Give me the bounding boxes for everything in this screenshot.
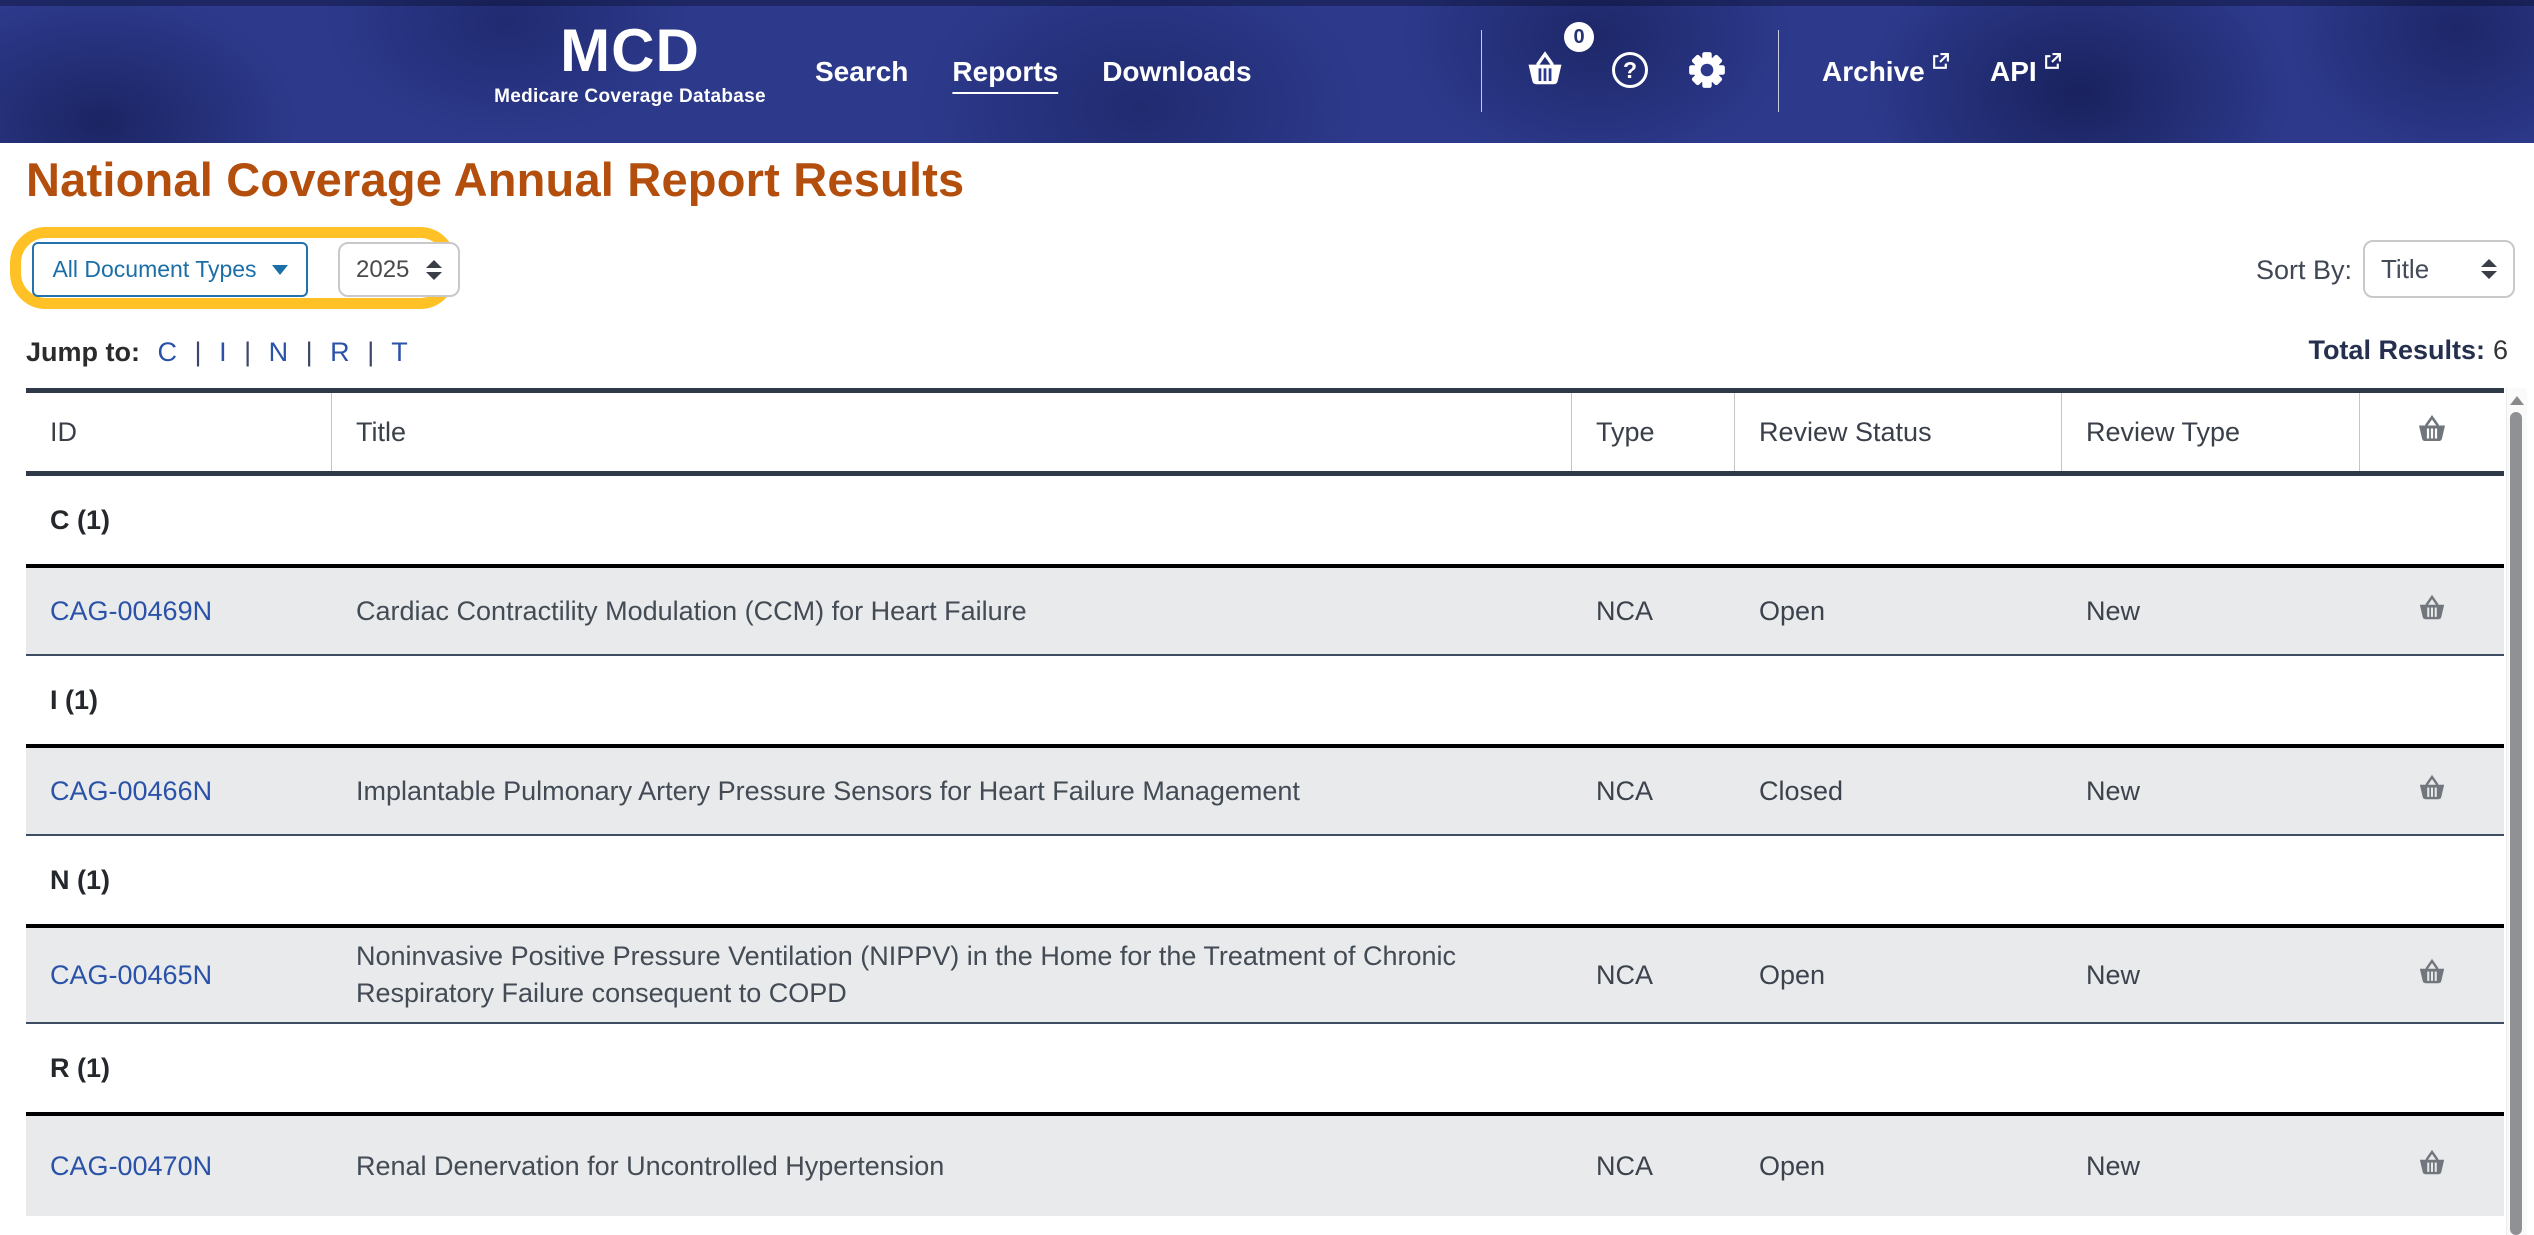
chevron-down-icon <box>271 264 288 275</box>
table-header-row: ID Title Type Review Status Review Type <box>26 388 2504 476</box>
total-results-value: 6 <box>2492 335 2508 365</box>
jump-to-letter-t[interactable]: T <box>391 337 408 367</box>
document-id-link[interactable]: CAG-00465N <box>50 959 213 990</box>
basket-icon[interactable] <box>2416 414 2448 451</box>
document-type-value: All Document Types <box>52 256 257 282</box>
column-header-id[interactable]: ID <box>26 393 332 471</box>
sort-by-value: Title <box>2381 253 2430 284</box>
table-row: CAG-00469N Cardiac Contractility Modulat… <box>26 568 2504 656</box>
add-to-basket-icon[interactable] <box>2417 774 2447 809</box>
group-header-i: I (1) <box>26 656 2504 748</box>
nav-divider <box>1778 30 1779 112</box>
api-link[interactable]: API <box>1990 53 2062 88</box>
nav-divider <box>1481 30 1482 112</box>
table-row: CAG-00466N Implantable Pulmonary Artery … <box>26 748 2504 836</box>
jump-to-label: Jump to: <box>26 337 140 367</box>
nav-link-search[interactable]: Search <box>815 55 909 87</box>
jump-separator: | <box>305 337 313 367</box>
table-row: CAG-00465N Noninvasive Positive Pressure… <box>26 928 2504 1024</box>
add-to-basket-icon[interactable] <box>2417 958 2447 993</box>
group-header-c: C (1) <box>26 476 2504 568</box>
total-results-label: Total Results: <box>2308 335 2485 365</box>
add-to-basket-icon[interactable] <box>2417 1149 2447 1184</box>
table-row: CAG-00470N Renal Denervation for Uncontr… <box>26 1116 2504 1216</box>
year-value: 2025 <box>356 255 410 283</box>
help-glyph: ? <box>1622 56 1638 83</box>
column-header-title[interactable]: Title <box>332 393 1572 471</box>
archive-link[interactable]: Archive <box>1822 53 1950 88</box>
jump-to-letter-i[interactable]: I <box>219 337 227 367</box>
jump-to-letter-r[interactable]: R <box>330 337 350 367</box>
document-type: NCA <box>1596 959 1654 990</box>
column-header-basket <box>2360 393 2504 471</box>
add-to-basket-icon[interactable] <box>2417 594 2447 629</box>
nav-link-downloads[interactable]: Downloads <box>1102 55 1252 87</box>
external-link-icon <box>1931 52 1950 76</box>
scrollbar-up-arrow[interactable] <box>2510 396 2524 405</box>
archive-label: Archive <box>1822 56 1925 87</box>
review-type: New <box>2086 595 2141 626</box>
logo-title: MCD <box>560 17 700 84</box>
up-down-arrows-icon <box>426 259 442 280</box>
jump-to-row: Jump to: C | I | N | R | T <box>26 337 408 368</box>
api-label: API <box>1990 56 2037 87</box>
group-header-n: N (1) <box>26 836 2504 928</box>
sort-by-label: Sort By: <box>2256 255 2353 285</box>
results-table: ID Title Type Review Status Review Type … <box>26 388 2504 1216</box>
document-title: Cardiac Contractility Modulation (CCM) f… <box>356 595 1027 626</box>
review-status: Open <box>1759 595 1826 626</box>
review-type: New <box>2086 959 2141 990</box>
mcd-logo[interactable]: MCD Medicare Coverage Database <box>470 20 790 108</box>
external-link-icon <box>2043 52 2062 76</box>
document-id-link[interactable]: CAG-00469N <box>50 595 213 626</box>
total-results: Total Results: 6 <box>2308 335 2508 366</box>
logo-subtitle: Medicare Coverage Database <box>494 86 766 107</box>
document-type: NCA <box>1596 595 1654 626</box>
top-navbar: MCD Medicare Coverage Database Search Re… <box>0 0 2534 143</box>
document-title: Implantable Pulmonary Artery Pressure Se… <box>356 775 1300 806</box>
settings-gear-icon[interactable] <box>1686 49 1728 96</box>
document-type: NCA <box>1596 775 1654 806</box>
review-status: Closed <box>1759 775 1844 806</box>
basket-icon[interactable] <box>1524 50 1566 93</box>
basket-count-badge: 0 <box>1564 22 1594 52</box>
document-title: Noninvasive Positive Pressure Ventilatio… <box>356 941 1456 1008</box>
review-type: New <box>2086 1150 2141 1181</box>
year-select[interactable]: 2025 <box>338 242 460 297</box>
review-status: Open <box>1759 959 1826 990</box>
document-id-link[interactable]: CAG-00466N <box>50 775 213 806</box>
review-status: Open <box>1759 1150 1826 1181</box>
document-type: NCA <box>1596 1150 1654 1181</box>
jump-separator: | <box>194 337 202 367</box>
jump-separator: | <box>367 337 375 367</box>
column-header-review-status[interactable]: Review Status <box>1735 393 2062 471</box>
primary-nav: Search Reports Downloads <box>815 0 1252 143</box>
help-icon[interactable]: ? <box>1612 52 1648 88</box>
up-down-arrows-icon <box>2481 259 2497 279</box>
page-title: National Coverage Annual Report Results <box>26 153 965 206</box>
jump-to-letter-c[interactable]: C <box>157 337 178 367</box>
document-title: Renal Denervation for Uncontrolled Hyper… <box>356 1150 945 1181</box>
scrollbar-thumb[interactable] <box>2510 412 2522 1235</box>
document-type-dropdown[interactable]: All Document Types <box>32 242 308 297</box>
jump-separator: | <box>244 337 252 367</box>
document-id-link[interactable]: CAG-00470N <box>50 1150 213 1181</box>
jump-to-letter-n[interactable]: N <box>268 337 289 367</box>
group-header-r: R (1) <box>26 1024 2504 1116</box>
nav-link-reports[interactable]: Reports <box>952 55 1059 87</box>
review-type: New <box>2086 775 2141 806</box>
column-header-type[interactable]: Type <box>1572 393 1735 471</box>
column-header-review-type[interactable]: Review Type <box>2062 393 2360 471</box>
sort-by-select[interactable]: Title <box>2363 240 2515 298</box>
